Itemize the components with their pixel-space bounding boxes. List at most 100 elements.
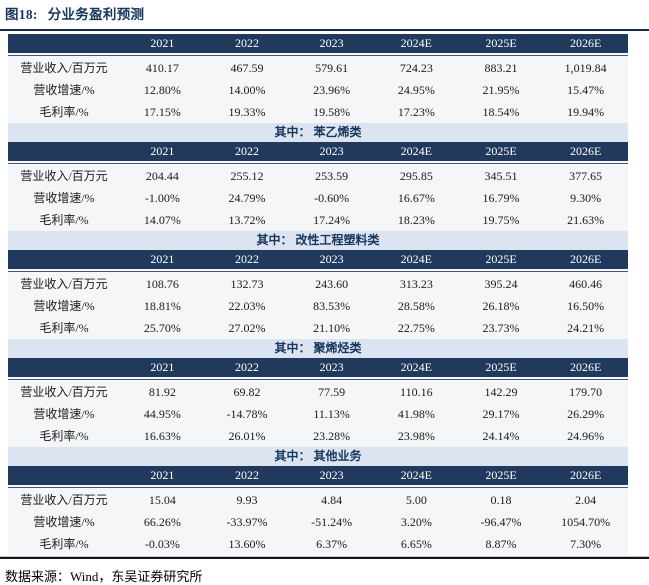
value-cell: 1,019.84 xyxy=(564,61,607,75)
value-cell: 17.24% xyxy=(313,213,351,227)
year-header-row: 2021 2022 2023 2024E 2025E 2026E xyxy=(8,466,628,489)
value-cell: 4.84 xyxy=(321,493,343,507)
row-label: 毛利率/% xyxy=(39,429,89,443)
value-cell: 14.00% xyxy=(228,83,266,97)
value-cell: 83.53% xyxy=(313,299,351,313)
value-cell: 28.58% xyxy=(397,299,435,313)
value-cell: 21.63% xyxy=(567,213,605,227)
figure-label: 图18: xyxy=(5,7,38,22)
value-cell: 19.33% xyxy=(228,105,266,119)
value-cell: 26.18% xyxy=(482,299,520,313)
value-cell: 16.50% xyxy=(567,299,605,313)
value-cell: 18.23% xyxy=(397,213,435,227)
bottom-rule xyxy=(0,556,649,559)
value-cell: 2.04 xyxy=(575,493,597,507)
table-row: 营业收入/百万元 81.92 69.82 77.59 110.16 142.29 179.7… xyxy=(8,381,628,403)
value-cell: 24.14% xyxy=(482,429,520,443)
value-cell: 23.98% xyxy=(397,429,435,443)
value-cell: 179.70 xyxy=(569,385,603,399)
table-row: 营业收入/百万元 108.76 132.73 243.60 313.23 395.24 46… xyxy=(8,273,628,295)
row-label: 营收增速/% xyxy=(33,191,95,205)
table-row: 营业收入/百万元 15.04 9.93 4.84 5.00 0.18 2.04 xyxy=(8,489,628,511)
forecast-table: 2021 2022 2023 2024E 2025E 2026E 营业收入/百万元 410.1… xyxy=(8,34,628,555)
value-cell: 6.37% xyxy=(316,537,348,551)
value-cell: -14.78% xyxy=(226,407,268,421)
corner-cell xyxy=(8,466,120,489)
value-cell: 410.17 xyxy=(145,61,179,75)
year-header-cell: 2026E xyxy=(569,144,602,158)
value-cell: 579.61 xyxy=(315,61,349,75)
value-cell: 18.54% xyxy=(482,105,520,119)
value-cell: 16.67% xyxy=(397,191,435,205)
value-cell: 253.59 xyxy=(315,169,349,183)
year-header-cell: 2026E xyxy=(569,360,602,374)
value-cell: 313.23 xyxy=(399,277,433,291)
table-row: 营业收入/百万元 410.17 467.59 579.61 724.23 883.21 1,… xyxy=(8,57,628,79)
row-label: 营收增速/% xyxy=(33,407,95,421)
value-cell: 19.94% xyxy=(567,105,605,119)
value-cell: 1054.70% xyxy=(561,515,611,529)
value-cell: 27.02% xyxy=(228,321,266,335)
section-header: 其中： 其他业务 xyxy=(8,447,628,466)
value-cell: 9.93 xyxy=(236,493,258,507)
value-cell: 24.79% xyxy=(228,191,266,205)
corner-cell xyxy=(8,142,120,165)
row-label: 营业收入/百万元 xyxy=(20,385,108,399)
value-cell: 25.70% xyxy=(143,321,181,335)
value-cell: 44.95% xyxy=(143,407,181,421)
year-header-cell: 2026E xyxy=(569,468,602,482)
year-header-cell: 2023 xyxy=(319,144,344,158)
row-label: 毛利率/% xyxy=(39,537,89,551)
value-cell: 23.73% xyxy=(482,321,520,335)
row-label: 营业收入/百万元 xyxy=(20,277,108,291)
value-cell: 24.96% xyxy=(567,429,605,443)
year-header-cell: 2024E xyxy=(400,252,432,266)
table-row: 毛利率/% 14.07% 13.72% 17.24% 18.23% 19.75% 21.63… xyxy=(8,209,628,231)
figure-title-text: 分业务盈利预测 xyxy=(47,7,145,22)
table-row: 营收增速/% 12.80% 14.00% 23.96% 24.95% 21.95% 15.4… xyxy=(8,79,628,101)
year-header-cell: 2023 xyxy=(319,252,344,266)
table-row: 营收增速/% -1.00% 24.79% -0.60% 16.67% 16.79% 9.30… xyxy=(8,187,628,209)
value-cell: 17.23% xyxy=(397,105,435,119)
value-cell: 12.80% xyxy=(143,83,181,97)
value-cell: 22.75% xyxy=(397,321,435,335)
value-cell: 26.29% xyxy=(567,407,605,421)
row-label: 营收增速/% xyxy=(33,515,95,529)
value-cell: 15.47% xyxy=(567,83,605,97)
table-row: 毛利率/% 17.15% 19.33% 19.58% 17.23% 18.54% 19.94… xyxy=(8,101,628,123)
year-header-row: 2021 2022 2023 2024E 2025E 2026E xyxy=(8,358,628,381)
table-row: 营收增速/% 66.26% -33.97% -51.24% 3.20% -96.47% 10… xyxy=(8,511,628,533)
value-cell: 66.26% xyxy=(143,515,181,529)
value-cell: 69.82 xyxy=(233,385,261,399)
year-header-cell: 2021 xyxy=(150,36,175,50)
value-cell: 377.65 xyxy=(569,169,603,183)
figure-title: 图18: 分业务盈利预测 xyxy=(0,0,649,24)
value-cell: 16.79% xyxy=(482,191,520,205)
value-cell: 883.21 xyxy=(484,61,518,75)
value-cell: 23.96% xyxy=(313,83,351,97)
data-source: 数据来源：Wind，东吴证券研究所 xyxy=(5,569,203,584)
table-row: 营收增速/% 44.95% -14.78% 11.13% 41.98% 29.17% 26.… xyxy=(8,403,628,425)
value-cell: 345.51 xyxy=(484,169,518,183)
table-row: 毛利率/% 16.63% 26.01% 23.28% 23.98% 24.14% 24.96… xyxy=(8,425,628,447)
value-cell: 204.44 xyxy=(145,169,179,183)
year-header-cell: 2026E xyxy=(569,252,602,266)
year-header-cell: 2021 xyxy=(150,360,175,374)
value-cell: 26.01% xyxy=(228,429,266,443)
value-cell: 21.10% xyxy=(313,321,351,335)
value-cell: 77.59 xyxy=(318,385,346,399)
year-header-cell: 2026E xyxy=(569,36,602,50)
value-cell: 110.16 xyxy=(400,385,433,399)
value-cell: 132.73 xyxy=(230,277,264,291)
year-header-cell: 2025E xyxy=(485,360,517,374)
value-cell: 41.98% xyxy=(397,407,435,421)
table-row: 营业收入/百万元 204.44 255.12 253.59 295.85 345.51 37… xyxy=(8,165,628,187)
value-cell: -1.00% xyxy=(144,191,180,205)
value-cell: 7.30% xyxy=(570,537,602,551)
value-cell: 23.28% xyxy=(313,429,351,443)
year-header-cell: 2024E xyxy=(400,360,432,374)
year-header-row: 2021 2022 2023 2024E 2025E 2026E xyxy=(8,142,628,165)
value-cell: 18.81% xyxy=(143,299,181,313)
value-cell: 22.03% xyxy=(228,299,266,313)
